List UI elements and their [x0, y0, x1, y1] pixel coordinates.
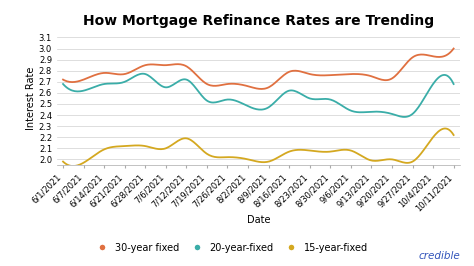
Y-axis label: Interest Rate: Interest Rate: [26, 67, 36, 130]
Text: credible: credible: [418, 251, 460, 261]
X-axis label: Date: Date: [246, 215, 270, 226]
Title: How Mortgage Refinance Rates are Trending: How Mortgage Refinance Rates are Trendin…: [83, 14, 434, 28]
Legend: 30-year fixed, 20-year-fixed, 15-year-fixed: 30-year fixed, 20-year-fixed, 15-year-fi…: [89, 239, 372, 257]
